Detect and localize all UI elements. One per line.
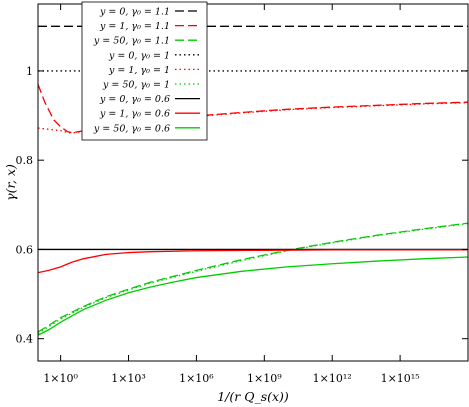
axes-layer: 1×10⁰ 1×10³ 1×10⁶ 1×10⁹ 1×10¹² 1×10¹⁵ 0.4 0.6 0.… [3,4,468,404]
y-tick-label-4: 1 [26,65,33,78]
series-7-legend-label: y = 0, γ₀ = 0.6 [99,94,170,105]
series-1-legend-label: y = 0, γ₀ = 1.1 [99,7,170,18]
x-axis-label: 1/(r Q_s(x)) [217,389,289,404]
x-tick-label-4: 1×10⁹ [247,372,282,385]
series-2-legend-label: y = 1, γ₀ = 1.1 [99,21,170,32]
x-tick-label-5: 1×10¹² [313,372,352,385]
y-tick-label-3: 0.8 [16,154,34,167]
y-tick-label-2: 0.6 [16,243,34,256]
y-axis-label: γ(r, x) [3,164,18,201]
legend: y = 0, γ₀ = 1.1 y = 1, γ₀ = 1.1 y = 50, γ₀… [81,1,208,141]
x-tick-label-1: 1×10⁰ [43,372,78,385]
legend-box [81,1,208,141]
series-6-legend-label: y = 50, γ₀ = 1 [102,80,170,91]
series-9-legend-label: y = 50, γ₀ = 0.6 [93,123,170,134]
plot-frame [37,3,469,362]
x-tick-label-3: 1×10⁶ [179,372,214,385]
x-tick-label-6: 1×10¹⁵ [381,372,420,385]
y-tick-label-1: 0.4 [16,333,34,346]
series-3-line [38,222,468,333]
series-8-legend-label: y = 1, γ₀ = 0.6 [99,109,170,120]
x-tick-label-2: 1×10³ [111,372,146,385]
series-9-line [38,256,468,336]
series-4-legend-label: y = 0, γ₀ = 1 [108,50,170,61]
series-5-legend-label: y = 1, γ₀ = 1 [108,65,170,76]
series-3-legend-label: y = 50, γ₀ = 1.1 [93,36,170,47]
series-8-line [38,249,468,274]
